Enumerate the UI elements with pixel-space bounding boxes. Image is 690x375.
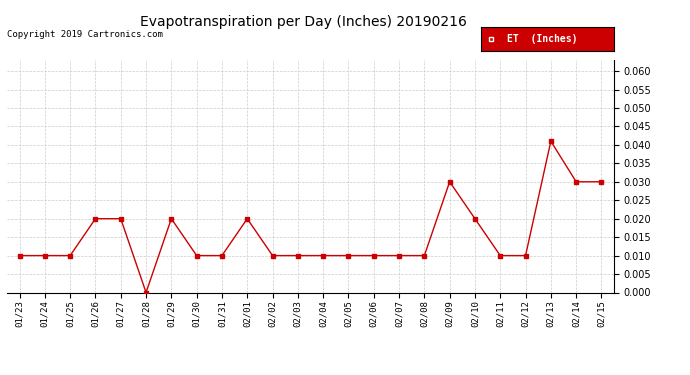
Text: Evapotranspiration per Day (Inches) 20190216: Evapotranspiration per Day (Inches) 2019… <box>140 15 467 29</box>
Text: Copyright 2019 Cartronics.com: Copyright 2019 Cartronics.com <box>7 30 163 39</box>
